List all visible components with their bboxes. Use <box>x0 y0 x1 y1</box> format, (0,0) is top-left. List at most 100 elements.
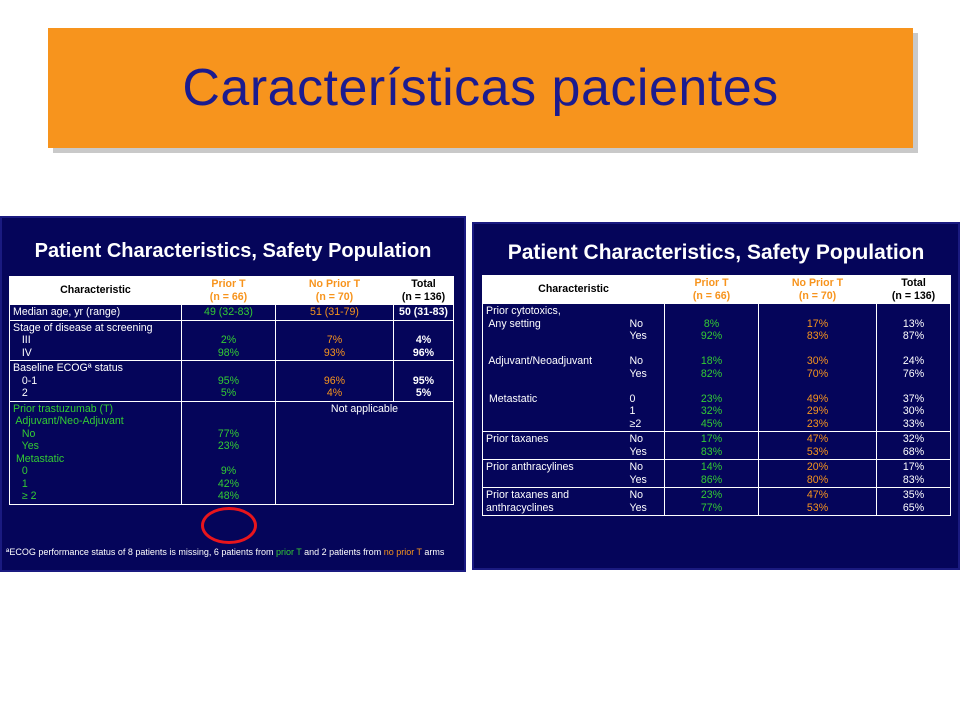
total-value-line: 32% <box>902 433 925 445</box>
row-sublabel-line <box>630 380 662 393</box>
header-prior-t: Prior T (n = 66) <box>664 275 760 304</box>
prior-t-value: 8% 92% 18% 82% 23% 32% 45% <box>664 303 760 432</box>
no-prior-t-value-line: 70% <box>806 367 829 380</box>
row-label-line: No <box>13 427 36 440</box>
total-value: 35% 65% <box>876 487 952 516</box>
total-value-line <box>880 343 947 356</box>
total-value: 13% 87% 24% 76% 37% 30% 33% <box>876 303 952 432</box>
total-value: 95% 5% <box>393 360 454 402</box>
total-value-line: 24% <box>902 355 925 367</box>
total-value-line <box>880 380 947 393</box>
no-prior-t-value-line: 20% <box>806 461 829 473</box>
total-value-line: 95% <box>412 374 435 387</box>
row-sublabel-line: Yes <box>629 473 647 486</box>
row-sublabel-line: No <box>629 355 644 367</box>
row-label-line <box>486 368 624 381</box>
total-value: 50 (31-83) <box>393 304 454 321</box>
row-label: Prior taxanes <box>482 431 627 460</box>
prior-t-value-line: 5% <box>220 387 237 399</box>
row-sublabel-line: 1 <box>629 405 636 417</box>
table-row: Stage of disease at screening III IV 2% 98… <box>9 319 454 361</box>
total-value-line: 4% <box>415 334 432 346</box>
prior-t-value-line: 92% <box>700 330 723 342</box>
header-characteristic: Characteristic <box>481 275 666 304</box>
row-sublabel-line: ≥2 <box>629 417 642 430</box>
row-sublabel-line <box>630 305 662 318</box>
prior-t-value: 2% 98% <box>181 319 276 361</box>
no-prior-t-value-line: 30% <box>806 355 829 367</box>
row-label-line: 0 <box>13 465 28 477</box>
no-prior-t-value-line <box>279 362 390 375</box>
row-label-line <box>486 343 624 356</box>
prior-t-value-line: 18% <box>700 355 723 367</box>
total-value-line: 17% <box>902 461 925 473</box>
row-label: Baseline ECOGª status 0-1 2 <box>9 360 182 402</box>
prior-t-value-line <box>185 415 272 428</box>
prior-t-value-line: 32% <box>700 405 723 417</box>
row-label-line <box>486 405 624 418</box>
page-title: Características pacientes <box>182 59 779 117</box>
total-value-line <box>397 362 450 375</box>
total-value-line: 65% <box>902 501 925 514</box>
no-prior-t-value-line: 93% <box>323 346 346 359</box>
header-no-prior-t: No Prior T (n = 70) <box>758 275 878 304</box>
total-value-line: 33% <box>902 417 925 430</box>
prior-t-value-line <box>185 362 272 375</box>
row-label-line <box>486 330 624 343</box>
row-label-line <box>486 418 624 431</box>
prior-t-value-line: 98% <box>217 346 240 359</box>
left-slide-title: Patient Characteristics, Safety Populati… <box>34 240 432 262</box>
no-prior-t-value-line: 29% <box>806 405 829 417</box>
highlight-circle <box>201 507 257 544</box>
no-prior-t-value-line: 47% <box>806 433 829 445</box>
row-sublabel-line: Yes <box>629 501 647 514</box>
row-sublabel-line: No <box>629 461 644 473</box>
row-label-line: Median age, yr (range) <box>13 306 121 318</box>
no-prior-t-value-line <box>279 322 390 335</box>
prior-t-value-line: 77% <box>700 501 723 514</box>
row-label-line: Prior trastuzumab (T) <box>13 402 114 415</box>
prior-t-value-line <box>668 343 755 356</box>
row-sublabel-line: Yes <box>629 330 647 342</box>
no-prior-t-value-line <box>762 305 873 318</box>
row-label-line: Yes <box>13 440 39 452</box>
row-label-line: Prior anthracylines <box>486 461 574 473</box>
table-row: Prior trastuzumab (T) Adjuvant/Neo-Adjuv… <box>9 400 454 505</box>
prior-t-value: 14% 86% <box>664 459 760 488</box>
total-value-line: 50 (31-83) <box>399 306 448 318</box>
prior-t-value-line <box>668 380 755 393</box>
header-total: Total (n = 136) <box>876 275 952 304</box>
row-sublabel-line: No <box>629 317 644 330</box>
no-prior-t-value-line <box>762 343 873 356</box>
row-label-line: Adjuvant/Neo-Adjuvant <box>13 415 124 427</box>
prior-t-value-line: 23% <box>700 392 723 405</box>
row-label-line: III <box>13 334 31 346</box>
row-label-line: 2 <box>13 387 28 399</box>
header-total: Total (n = 136) <box>393 276 454 305</box>
no-prior-t-value-line: 51 (31-79) <box>310 306 359 318</box>
row-label: Median age, yr (range) <box>9 304 182 321</box>
prior-t-value: 77% 23% 9% 42% 48% <box>181 400 276 505</box>
table-header-row: Characteristic Prior T (n = 66) No Prior… <box>9 276 454 305</box>
total-value-line <box>880 305 947 318</box>
total-value-line: 87% <box>902 330 925 342</box>
no-prior-t-value-line: 23% <box>806 417 829 430</box>
prior-t-value-line: 82% <box>700 367 723 380</box>
row-label: Prior trastuzumab (T) Adjuvant/Neo-Adjuv… <box>9 400 182 505</box>
table-row: Prior taxanes No Yes 17% 83% 47% 53% 32% 68% <box>482 431 952 460</box>
row-label: Prior taxanes and anthracyclines <box>482 487 627 516</box>
not-applicable-cell: Not applicable <box>275 400 454 505</box>
prior-t-value: 49 (32-83) <box>181 304 276 321</box>
prior-t-value-line: 17% <box>700 433 723 445</box>
prior-t-value-line: 2% <box>220 334 237 346</box>
prior-t-value-line: 83% <box>700 445 723 458</box>
no-prior-t-value-line: 53% <box>806 501 829 514</box>
total-value-line: 68% <box>902 445 925 458</box>
total-value-line <box>397 322 450 335</box>
row-sublabel-line: Yes <box>629 367 647 380</box>
prior-t-value-line: 42% <box>217 477 240 490</box>
row-sublabel: No Yes No Yes 0 1 ≥2 <box>626 303 666 432</box>
row-label-line: ≥ 2 <box>13 490 37 502</box>
prior-t-value: 17% 83% <box>664 431 760 460</box>
no-prior-t-value: 20% 80% <box>758 459 878 488</box>
